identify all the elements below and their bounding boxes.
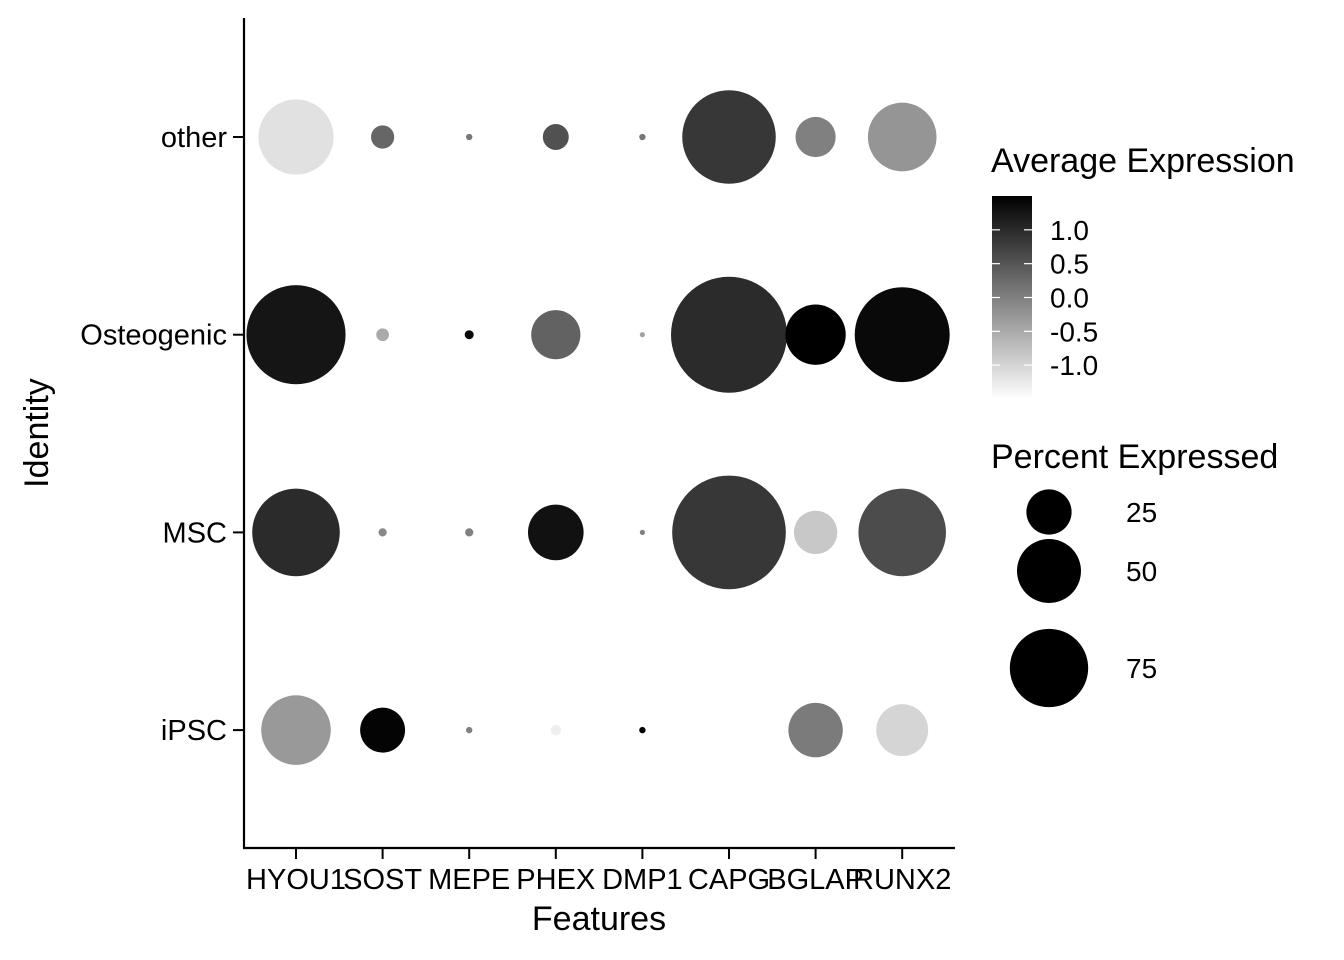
dot-other-dmp1	[639, 134, 645, 140]
size-legend-label: 50	[1126, 556, 1157, 587]
dot-osteogenic-hyou1	[246, 285, 345, 384]
color-bar-tick-label: 0.0	[1050, 283, 1089, 314]
axes-layer	[243, 18, 955, 848]
dot-msc-bglap	[794, 511, 837, 554]
dot-msc-dmp1	[640, 530, 645, 535]
x-tick-label-bglap: BGLAP	[767, 864, 864, 896]
size-legend-label: 25	[1126, 497, 1157, 528]
dot-osteogenic-dmp1	[640, 332, 645, 337]
color-bar-tick-label: -0.5	[1050, 316, 1098, 347]
size-legend-items: 25 50 75	[1010, 489, 1157, 707]
y-tick-label-other: other	[161, 122, 227, 154]
y-tick-label-ipsc: iPSC	[161, 715, 227, 747]
x-axis-title: Features	[532, 900, 666, 938]
dot-msc-mepe	[465, 528, 473, 536]
x-tick-label-phex: PHEX	[516, 864, 595, 896]
y-tick-label-msc: MSC	[163, 517, 227, 549]
dot-other-phex	[543, 124, 569, 150]
dot-msc-runx2	[858, 489, 946, 577]
dot-osteogenic-sost	[376, 328, 389, 341]
dot-ipsc-hyou1	[261, 695, 331, 765]
dot-osteogenic-phex	[531, 310, 580, 359]
y-tick-label-osteogenic: Osteogenic	[80, 320, 227, 352]
color-legend-title: Average Expression	[991, 142, 1295, 180]
x-tick-label-hyou1: HYOU1	[246, 864, 346, 896]
color-bar-tick-label: 0.5	[1050, 249, 1089, 280]
dot-other-mepe	[466, 134, 472, 140]
size-legend-label: 75	[1126, 653, 1157, 684]
dot-ipsc-sost	[360, 708, 405, 753]
x-tick-label-sost: SOST	[343, 864, 422, 896]
dot-msc-hyou1	[252, 489, 340, 577]
x-tick-label-capg: CAPG	[688, 864, 770, 896]
dot-osteogenic-runx2	[855, 287, 950, 382]
x-tick-label-dmp1: DMP1	[602, 864, 683, 896]
dot-osteogenic-mepe	[465, 330, 474, 339]
size-legend-dot	[1026, 489, 1071, 534]
dot-osteogenic-capg	[671, 277, 787, 393]
dot-msc-capg	[672, 476, 786, 590]
color-bar-tick-label: 1.0	[1050, 215, 1089, 246]
dots-layer	[246, 90, 949, 773]
dot-ipsc-mepe	[466, 727, 472, 733]
dot-ipsc-runx2	[876, 704, 928, 756]
color-bar-tick-label: -1.0	[1050, 350, 1098, 381]
dot-osteogenic-bglap	[785, 305, 845, 365]
size-legend-dot	[1010, 629, 1088, 707]
x-tick-label-runx2: RUNX2	[853, 864, 951, 896]
dot-ipsc-bglap	[788, 703, 842, 757]
dot-ipsc-dmp1	[639, 727, 645, 733]
dot-other-bglap	[796, 117, 836, 157]
dot-other-runx2	[868, 103, 937, 172]
size-legend-title: Percent Expressed	[991, 438, 1278, 476]
dot-msc-phex	[528, 505, 584, 561]
size-legend: Percent Expressed 25 50 75	[991, 438, 1278, 707]
dot-other-sost	[371, 125, 394, 148]
dot-ipsc-phex	[551, 725, 561, 735]
color-legend: Average Expression 1.00.50.0-0.5-1.0	[991, 142, 1295, 399]
dot-other-capg	[682, 90, 776, 184]
y-ticks: other Osteogenic MSC iPSC	[80, 122, 244, 747]
x-tick-label-mepe: MEPE	[428, 864, 510, 896]
dot-ipsc-capg	[686, 687, 772, 773]
dot-other-hyou1	[258, 99, 333, 174]
size-legend-dot	[1017, 539, 1081, 603]
dot-msc-sost	[378, 528, 386, 536]
y-axis-title: Identity	[18, 378, 56, 488]
